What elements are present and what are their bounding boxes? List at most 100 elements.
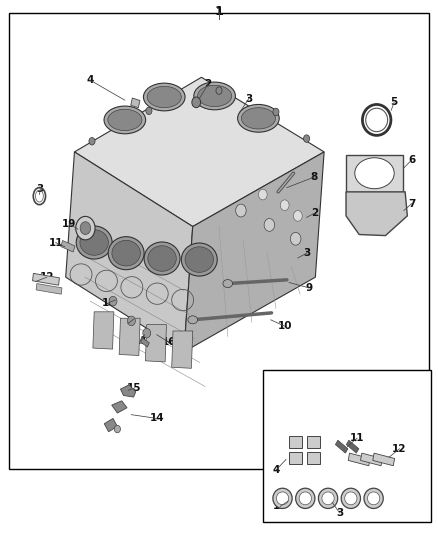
- Ellipse shape: [194, 82, 236, 110]
- Ellipse shape: [237, 104, 279, 132]
- Ellipse shape: [80, 230, 109, 255]
- Bar: [289, 452, 302, 464]
- Circle shape: [273, 108, 279, 116]
- Text: 11: 11: [350, 433, 364, 443]
- Circle shape: [192, 97, 201, 108]
- Bar: [307, 436, 320, 448]
- Bar: [289, 436, 302, 448]
- Circle shape: [127, 316, 135, 326]
- Circle shape: [293, 211, 302, 221]
- Text: 11: 11: [48, 238, 63, 247]
- Text: 3: 3: [245, 94, 252, 103]
- Ellipse shape: [108, 237, 144, 270]
- Text: 17: 17: [120, 319, 135, 328]
- Ellipse shape: [276, 492, 289, 505]
- Polygon shape: [120, 385, 136, 397]
- Bar: [131, 98, 140, 108]
- Text: 12: 12: [39, 272, 54, 282]
- Ellipse shape: [318, 488, 338, 508]
- Polygon shape: [104, 418, 117, 432]
- Ellipse shape: [341, 488, 360, 508]
- Text: 11: 11: [134, 336, 148, 346]
- Ellipse shape: [143, 83, 185, 111]
- Ellipse shape: [299, 492, 311, 505]
- Ellipse shape: [296, 488, 315, 508]
- Polygon shape: [93, 312, 114, 349]
- Polygon shape: [112, 401, 127, 413]
- Ellipse shape: [322, 492, 334, 505]
- Ellipse shape: [345, 492, 357, 505]
- Text: 12: 12: [392, 444, 407, 454]
- Polygon shape: [36, 284, 62, 294]
- Text: 15: 15: [127, 383, 142, 393]
- Text: 2: 2: [205, 79, 212, 89]
- Polygon shape: [348, 453, 370, 466]
- Circle shape: [290, 232, 301, 245]
- Polygon shape: [119, 318, 140, 356]
- Ellipse shape: [273, 488, 292, 508]
- Polygon shape: [172, 331, 193, 368]
- Text: 18: 18: [101, 298, 116, 308]
- Text: 19: 19: [62, 219, 76, 229]
- Circle shape: [304, 135, 310, 142]
- Text: 14: 14: [149, 414, 164, 423]
- Circle shape: [109, 296, 117, 306]
- Ellipse shape: [355, 158, 394, 189]
- Polygon shape: [140, 337, 149, 347]
- Bar: [263, 370, 431, 522]
- Ellipse shape: [185, 247, 214, 272]
- Circle shape: [80, 222, 91, 235]
- Ellipse shape: [144, 242, 180, 275]
- Polygon shape: [145, 325, 166, 362]
- Text: 6: 6: [408, 155, 415, 165]
- Text: 4: 4: [272, 465, 279, 475]
- Ellipse shape: [148, 246, 176, 271]
- Polygon shape: [74, 77, 324, 227]
- Circle shape: [236, 204, 246, 217]
- Ellipse shape: [367, 492, 380, 505]
- Circle shape: [216, 87, 222, 94]
- Bar: [9, 13, 429, 469]
- Polygon shape: [61, 240, 75, 252]
- Polygon shape: [346, 155, 403, 192]
- Text: 5: 5: [391, 98, 398, 107]
- Ellipse shape: [223, 279, 233, 288]
- Text: 1: 1: [215, 5, 223, 18]
- Circle shape: [280, 200, 289, 211]
- Bar: [307, 452, 320, 464]
- Circle shape: [143, 328, 151, 338]
- Ellipse shape: [188, 316, 198, 324]
- Circle shape: [76, 216, 95, 240]
- Polygon shape: [184, 152, 324, 352]
- Ellipse shape: [364, 488, 383, 508]
- Ellipse shape: [241, 108, 276, 129]
- Ellipse shape: [108, 109, 142, 131]
- Ellipse shape: [198, 85, 232, 107]
- Text: 16: 16: [161, 337, 176, 347]
- Text: 10: 10: [277, 321, 292, 331]
- Ellipse shape: [76, 226, 112, 259]
- Circle shape: [258, 189, 267, 200]
- Text: 9: 9: [305, 283, 312, 293]
- Circle shape: [264, 219, 275, 231]
- Text: 13: 13: [273, 502, 288, 511]
- Text: 1: 1: [215, 7, 223, 17]
- Circle shape: [114, 425, 120, 433]
- Polygon shape: [32, 273, 60, 285]
- Circle shape: [89, 138, 95, 145]
- Text: 2: 2: [311, 208, 318, 218]
- Circle shape: [146, 107, 152, 115]
- Text: 8: 8: [311, 172, 318, 182]
- Ellipse shape: [147, 86, 181, 108]
- Text: 3: 3: [303, 248, 310, 258]
- Text: 4: 4: [86, 75, 93, 85]
- Polygon shape: [346, 192, 407, 236]
- Polygon shape: [360, 453, 382, 466]
- Polygon shape: [336, 440, 348, 453]
- Ellipse shape: [104, 106, 145, 134]
- Text: 3: 3: [37, 184, 44, 194]
- Text: 3: 3: [336, 508, 343, 518]
- Polygon shape: [346, 440, 359, 453]
- Polygon shape: [373, 453, 395, 466]
- Text: 7: 7: [408, 199, 415, 208]
